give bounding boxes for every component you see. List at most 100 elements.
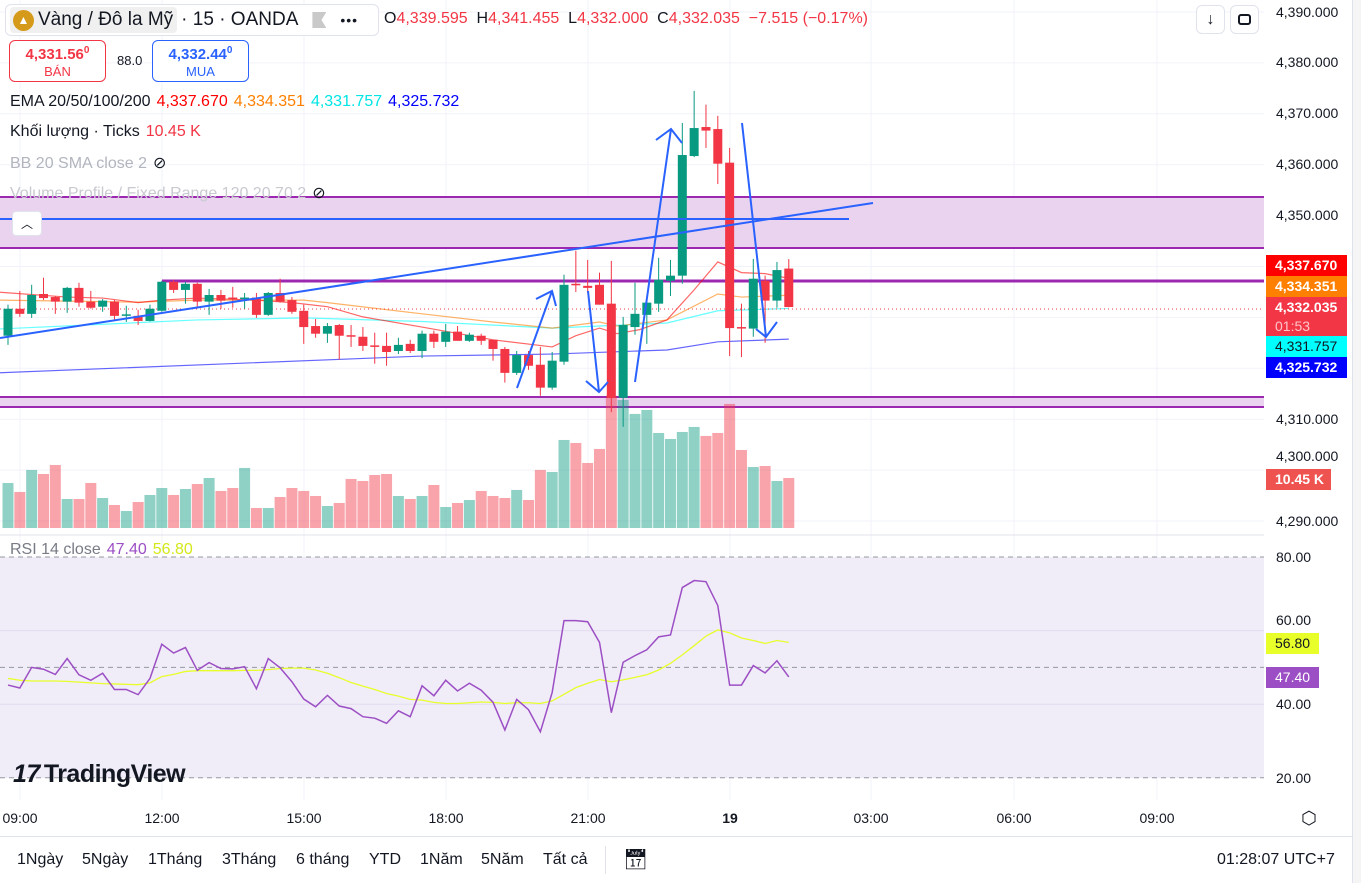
symbol-info[interactable]: ▲ Vàng / Đô la Mỹ · 15 · OANDA ••• xyxy=(5,4,379,36)
fullscreen-button[interactable] xyxy=(1230,5,1259,34)
price-tick: 4,390.000 xyxy=(1276,4,1339,20)
legend-ema[interactable]: EMA 20/50/100/200 4,337.670 4,334.351 4,331… xyxy=(10,93,460,110)
volume-bar xyxy=(664,438,676,528)
legend-rsi[interactable]: RSI 14 close 47.40 56.80 xyxy=(10,541,193,558)
candle-body xyxy=(346,335,356,337)
candle-body xyxy=(311,326,321,334)
range-ytd-button[interactable]: YTD xyxy=(369,851,401,868)
volume-bar xyxy=(416,495,428,528)
more-icon[interactable]: ••• xyxy=(340,12,359,28)
candle-body xyxy=(299,310,309,328)
candle-body xyxy=(642,302,652,315)
candle-body xyxy=(512,355,522,373)
candles xyxy=(3,90,794,427)
volume-bar xyxy=(511,489,523,528)
range-5d-button[interactable]: 5Ngày xyxy=(82,851,129,868)
volume-bar xyxy=(594,448,605,528)
volume-bar xyxy=(203,477,215,528)
volume-bar xyxy=(2,482,14,528)
range-1d-button[interactable]: 1Ngày xyxy=(17,851,64,868)
sell-button[interactable]: 4,331.560 BÁN xyxy=(9,40,106,82)
volume-bar xyxy=(771,480,783,528)
drawings xyxy=(0,196,1264,408)
legend-bb[interactable]: BB 20 SMA close 2 ⊘ xyxy=(10,155,167,172)
change-value: −7.515 (−0.17%) xyxy=(748,10,868,27)
volume-bar xyxy=(440,506,452,528)
volume-bar xyxy=(558,439,570,528)
volume-bar xyxy=(286,487,298,528)
volume-bar xyxy=(700,435,712,528)
volume-bar xyxy=(605,395,617,528)
arrow-up-2[interactable] xyxy=(634,127,683,383)
eye-hidden-icon[interactable]: ⊘ xyxy=(312,185,326,202)
candle-body xyxy=(488,339,498,349)
volume-bar xyxy=(227,487,239,528)
candle-body xyxy=(571,283,581,286)
chart-settings-icon[interactable]: ⬡ xyxy=(1301,808,1317,828)
volume-bar xyxy=(215,490,227,528)
candle-body xyxy=(654,279,664,304)
range-3m-button[interactable]: 3Tháng xyxy=(222,851,277,868)
volume-bar xyxy=(653,432,665,528)
fullscreen-icon xyxy=(1238,14,1251,26)
arrow-down-icon: ↓ xyxy=(1206,11,1215,28)
rsi-ma-line xyxy=(7,629,789,705)
volume-bar xyxy=(298,490,310,528)
ema20-price-tag: 4,337.670 xyxy=(1266,255,1347,276)
calendar-goto-icon[interactable]: 📅︎ xyxy=(623,849,649,871)
spread-value: 88.0 xyxy=(117,53,143,68)
candle-body xyxy=(3,308,13,336)
volume-bar xyxy=(168,494,180,528)
volume-bar xyxy=(262,507,274,528)
range-6m-button[interactable]: 6 tháng xyxy=(296,851,350,868)
volume-bar xyxy=(452,502,464,528)
symbol-name: Vàng / Đô la Mỹ xyxy=(38,9,174,30)
price-tick: 4,370.000 xyxy=(1276,105,1339,121)
rsi-ma-tag: 56.80 xyxy=(1266,633,1319,654)
volume-bar xyxy=(404,499,416,528)
right-panel-edge[interactable] xyxy=(1352,0,1361,883)
rsi-lines xyxy=(7,579,790,734)
buy-button[interactable]: 4,332.440 MUA xyxy=(152,40,249,82)
trend-line[interactable] xyxy=(0,202,874,339)
rsi-tick: 20.00 xyxy=(1276,770,1312,786)
candle-body xyxy=(748,278,758,329)
candle-body xyxy=(50,297,60,302)
range-5y-button[interactable]: 5Năm xyxy=(481,851,524,868)
arrow-up-1[interactable] xyxy=(516,289,557,389)
candle-body xyxy=(630,313,640,328)
range-1m-button[interactable]: 1Tháng xyxy=(148,851,203,868)
candle-body xyxy=(736,327,746,329)
candle-body xyxy=(358,336,368,346)
collapse-legend-button[interactable]: ︿ xyxy=(12,211,42,236)
eye-hidden-icon[interactable]: ⊘ xyxy=(152,155,167,172)
price-tick: 4,310.000 xyxy=(1276,411,1339,427)
candle-body xyxy=(725,162,735,329)
volume-bar xyxy=(546,471,558,528)
chart-canvas[interactable] xyxy=(0,0,1264,836)
arrow-down-2[interactable] xyxy=(741,122,778,339)
last-price-tag: 4,332.035 01:53 xyxy=(1266,297,1347,336)
tradingview-watermark[interactable]: 17 TradingView xyxy=(13,760,186,788)
range-1y-button[interactable]: 1Năm xyxy=(420,851,463,868)
symbol-name-button[interactable]: ▲ Vàng / Đô la Mỹ xyxy=(10,7,178,33)
candle-body xyxy=(27,295,37,314)
legend-volume-profile[interactable]: Volume Profile / Fixed Range 120 20 70 2… xyxy=(10,185,326,202)
flag-icon[interactable] xyxy=(312,12,327,28)
candle-body xyxy=(322,326,332,334)
volume-bars xyxy=(2,395,795,528)
candle-body xyxy=(370,345,380,347)
scroll-to-latest-button[interactable]: ↓ xyxy=(1196,5,1225,34)
candle-body xyxy=(86,301,96,308)
candle-body xyxy=(393,344,403,351)
legend-volume[interactable]: Khối lượng · Ticks 10.45 K xyxy=(10,123,201,140)
candle-body xyxy=(559,284,569,362)
candle-body xyxy=(121,314,131,316)
volume-bar xyxy=(582,462,594,528)
arrow-down-1[interactable] xyxy=(585,290,609,394)
volume-bar xyxy=(132,501,144,528)
range-all-button[interactable]: Tất cả xyxy=(543,851,588,868)
support-zone[interactable] xyxy=(0,397,1264,407)
volume-bar xyxy=(191,483,203,528)
clock-timezone[interactable]: 01:28:07 UTC+7 xyxy=(1217,851,1335,868)
